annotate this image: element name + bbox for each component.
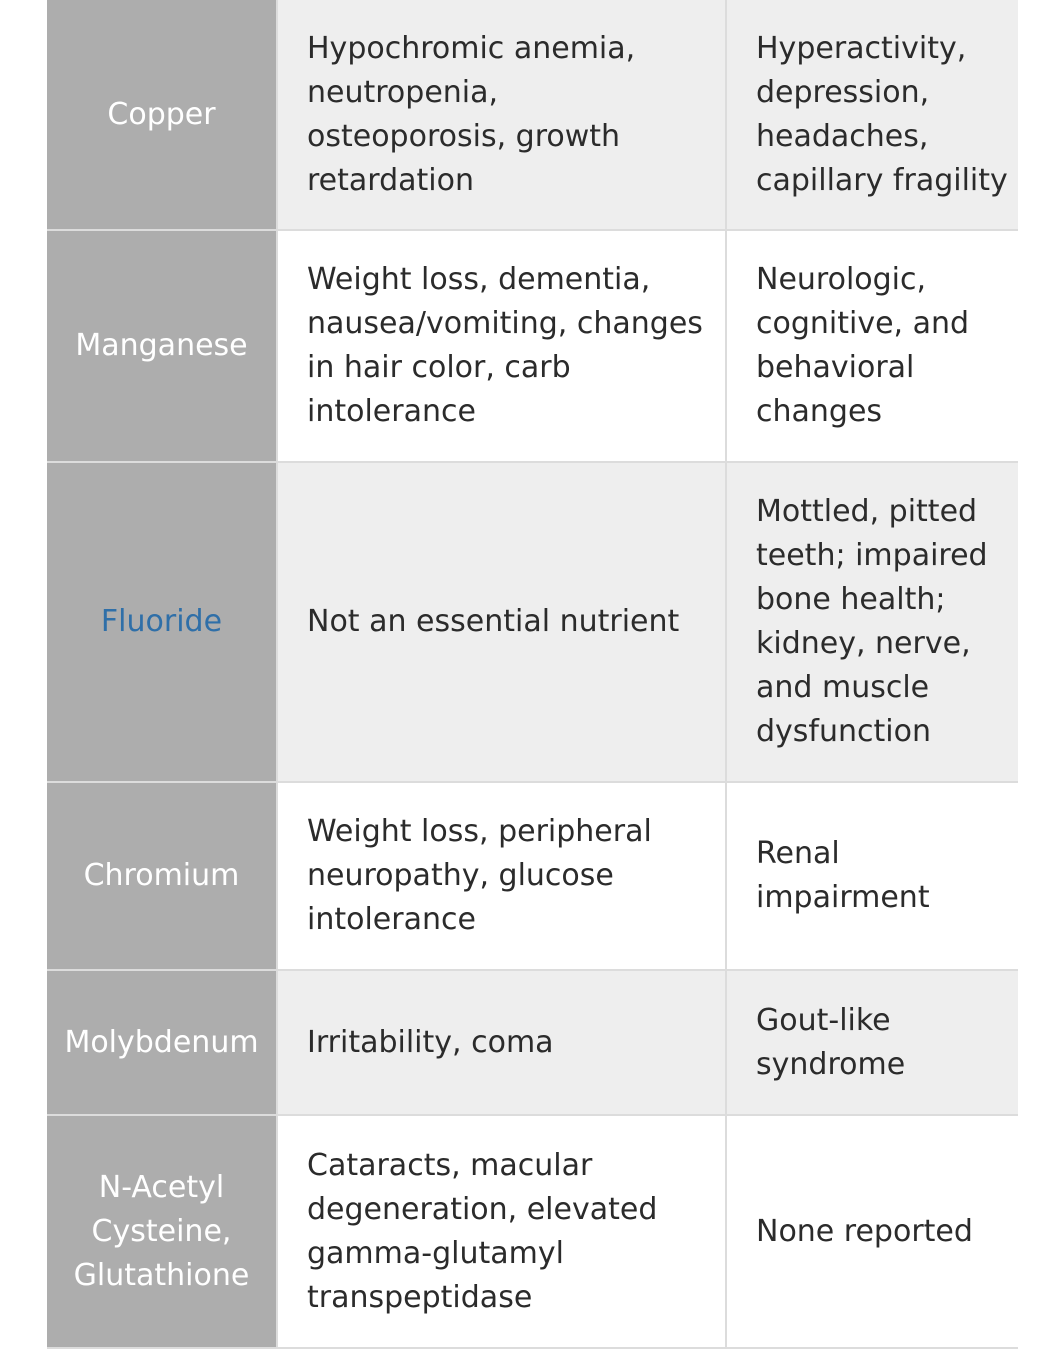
deficiency-cell: Irritability, coma [278, 971, 727, 1114]
fluoride-link[interactable]: Fluoride [47, 463, 278, 781]
table-row: Copper Hypochromic anemia, neutropenia, … [47, 0, 1018, 231]
nutrient-name-cell: N-Acetyl Cysteine, Glutathione [47, 1116, 278, 1347]
deficiency-cell: Not an essential nutrient [278, 463, 727, 781]
toxicity-cell: Gout-like syndrome [727, 971, 1018, 1114]
deficiency-cell: Cataracts, macular degeneration, elevate… [278, 1116, 727, 1347]
nutrient-table: Copper Hypochromic anemia, neutropenia, … [47, 0, 1018, 1349]
nutrient-name-cell: Chromium [47, 783, 278, 969]
table-row: Fluoride Not an essential nutrient Mottl… [47, 463, 1018, 783]
toxicity-cell: Neurologic, cognitive, and behavioral ch… [727, 231, 1018, 461]
table-row: Molybdenum Irritability, coma Gout-like … [47, 971, 1018, 1116]
toxicity-cell: Renal impairment [727, 783, 1018, 969]
nutrient-name-cell: Manganese [47, 231, 278, 461]
toxicity-cell: Mottled, pitted teeth; impaired bone hea… [727, 463, 1018, 781]
nutrient-name-cell: Molybdenum [47, 971, 278, 1114]
deficiency-cell: Hypochromic anemia, neutropenia, osteopo… [278, 0, 727, 229]
toxicity-cell: None reported [727, 1116, 1018, 1347]
deficiency-cell: Weight loss, peripheral neuropathy, gluc… [278, 783, 727, 969]
table-row: N-Acetyl Cysteine, Glutathione Cataracts… [47, 1116, 1018, 1349]
nutrient-name-cell: Copper [47, 0, 278, 229]
table-row: Chromium Weight loss, peripheral neuropa… [47, 783, 1018, 971]
deficiency-cell: Weight loss, dementia, nausea/vomiting, … [278, 231, 727, 461]
table-row: Manganese Weight loss, dementia, nausea/… [47, 231, 1018, 463]
toxicity-cell: Hyperactivity, depression, headaches, ca… [727, 0, 1018, 229]
